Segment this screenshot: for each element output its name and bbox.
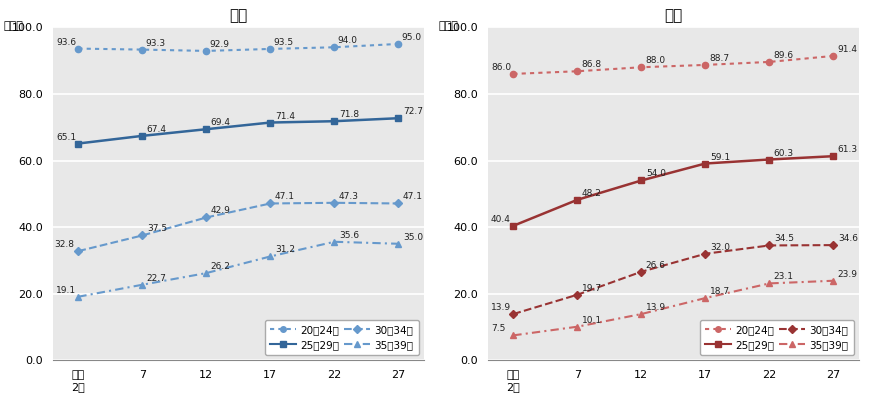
Text: 42.9: 42.9	[210, 206, 230, 216]
Title: 男性: 男性	[229, 8, 247, 23]
Y-axis label: （％）: （％）	[3, 21, 23, 31]
Text: 54.0: 54.0	[645, 170, 665, 178]
Text: 35.0: 35.0	[402, 233, 422, 242]
Text: 7.5: 7.5	[490, 324, 505, 333]
Text: 23.9: 23.9	[837, 270, 857, 279]
Text: 94.0: 94.0	[337, 36, 357, 45]
Text: 34.5: 34.5	[773, 234, 793, 244]
Text: 93.6: 93.6	[56, 38, 76, 46]
Text: 67.4: 67.4	[147, 125, 167, 134]
Text: 13.9: 13.9	[490, 303, 510, 312]
Text: 13.9: 13.9	[645, 303, 665, 312]
Text: 32.0: 32.0	[709, 243, 729, 252]
Legend: 20～24歳, 25～29歳, 30～34歳, 35～39歳: 20～24歳, 25～29歳, 30～34歳, 35～39歳	[264, 320, 418, 355]
Text: 19.1: 19.1	[56, 286, 76, 295]
Text: 61.3: 61.3	[837, 145, 857, 154]
Text: 10.1: 10.1	[581, 316, 601, 325]
Legend: 20～24歳, 25～29歳, 30～34歳, 35～39歳: 20～24歳, 25～29歳, 30～34歳, 35～39歳	[699, 320, 852, 355]
Text: 47.3: 47.3	[338, 192, 358, 201]
Text: 65.1: 65.1	[56, 132, 76, 142]
Text: 91.4: 91.4	[837, 45, 857, 54]
Text: 48.2: 48.2	[581, 189, 601, 198]
Text: 86.0: 86.0	[490, 63, 510, 72]
Text: 86.8: 86.8	[581, 60, 601, 69]
Text: 32.8: 32.8	[54, 240, 74, 249]
Text: 26.2: 26.2	[210, 262, 230, 271]
Text: 93.3: 93.3	[145, 38, 165, 48]
Text: 92.9: 92.9	[209, 40, 229, 49]
Text: 26.6: 26.6	[645, 261, 665, 270]
Text: 31.2: 31.2	[275, 246, 295, 254]
Text: 23.1: 23.1	[773, 272, 793, 282]
Text: 19.7: 19.7	[581, 284, 601, 293]
Text: 71.4: 71.4	[275, 112, 295, 120]
Text: 37.5: 37.5	[147, 224, 167, 234]
Text: 35.6: 35.6	[338, 231, 359, 240]
Text: 88.7: 88.7	[709, 54, 729, 63]
Text: 72.7: 72.7	[402, 107, 422, 116]
Text: 47.1: 47.1	[275, 192, 295, 202]
Text: 88.0: 88.0	[645, 56, 665, 65]
Text: 95.0: 95.0	[401, 33, 421, 42]
Text: 93.5: 93.5	[273, 38, 294, 47]
Text: 69.4: 69.4	[210, 118, 230, 127]
Text: 22.7: 22.7	[147, 274, 167, 283]
Title: 女性: 女性	[663, 8, 681, 23]
Text: 18.7: 18.7	[709, 287, 729, 296]
Text: 59.1: 59.1	[709, 152, 729, 162]
Text: 71.8: 71.8	[338, 110, 359, 119]
Text: 47.1: 47.1	[402, 192, 422, 202]
Text: 60.3: 60.3	[773, 148, 793, 158]
Text: 34.6: 34.6	[837, 234, 857, 243]
Text: 89.6: 89.6	[773, 51, 793, 60]
Y-axis label: （％）: （％）	[438, 21, 457, 31]
Text: 40.4: 40.4	[490, 215, 510, 224]
